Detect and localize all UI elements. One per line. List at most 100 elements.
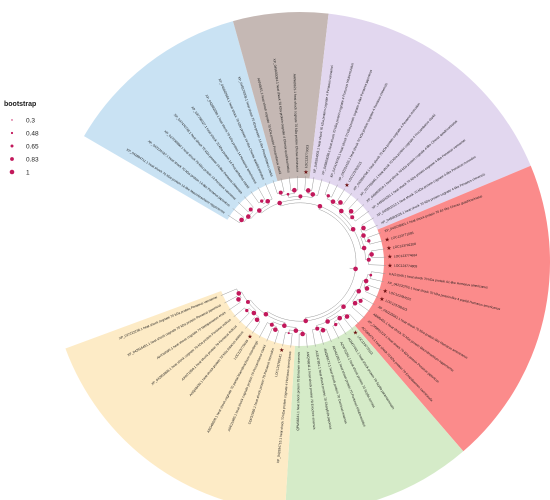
legend-dot bbox=[9, 169, 15, 175]
clade-sector-green bbox=[285, 325, 464, 500]
branch-line bbox=[349, 314, 360, 325]
bootstrap-node bbox=[325, 319, 330, 324]
legend-title: bootstrap bbox=[4, 101, 36, 108]
bootstrap-node bbox=[277, 200, 282, 206]
legend-item-label: 0.83 bbox=[26, 157, 39, 164]
bootstrap-node bbox=[350, 226, 356, 232]
bootstrap-node bbox=[337, 315, 343, 321]
tip: ★ LOC123784522 bbox=[382, 288, 411, 302]
branch-line bbox=[353, 204, 365, 215]
bootstrap-node bbox=[269, 322, 274, 327]
branch-line bbox=[272, 180, 278, 194]
branch-line bbox=[311, 177, 315, 191]
branch-line bbox=[332, 326, 340, 339]
tip-label: ANQ46811.1 heat shock protein 70 Erioche… bbox=[306, 351, 317, 429]
legend-item: 0.65 bbox=[10, 144, 39, 151]
branch-line bbox=[288, 176, 292, 191]
branch-line bbox=[233, 307, 245, 317]
tip-label: LOC123770003 bbox=[304, 145, 310, 169]
bootstrap-node bbox=[330, 199, 336, 204]
tip-label: LOC123788181 bbox=[274, 353, 283, 377]
branch-line bbox=[227, 214, 240, 223]
bootstrap-node bbox=[310, 192, 316, 197]
branch-line bbox=[362, 297, 375, 306]
bootstrap-node bbox=[369, 252, 374, 257]
branch-line bbox=[274, 330, 279, 345]
bootstrap-node bbox=[361, 245, 367, 251]
star-icon: ★ bbox=[384, 237, 389, 244]
bootstrap-node bbox=[303, 318, 309, 324]
bootstrap-legend: bootstrap 0.3 0.48 0.65 0.83 1 bbox=[4, 101, 39, 177]
branch-line bbox=[319, 331, 324, 345]
branch-line bbox=[368, 284, 382, 290]
tip: ★LOC123770003 bbox=[303, 145, 309, 176]
branch-line bbox=[244, 196, 254, 208]
branch-line bbox=[368, 264, 386, 266]
branch-line bbox=[355, 210, 370, 222]
legend-dot bbox=[10, 157, 14, 161]
bootstrap-node bbox=[361, 233, 366, 238]
star-icon: ★ bbox=[344, 182, 349, 189]
branch-line bbox=[312, 329, 316, 347]
bootstrap-node bbox=[287, 332, 290, 335]
branch-line bbox=[250, 191, 260, 204]
tip-label: LOC123792208 bbox=[393, 242, 417, 250]
branch-line bbox=[370, 278, 384, 283]
legend-item: 0.3 bbox=[11, 118, 35, 125]
bootstrap-node bbox=[278, 190, 283, 195]
branch-line bbox=[290, 333, 293, 348]
branch-line bbox=[348, 198, 359, 210]
star-icon: ★ bbox=[279, 347, 284, 354]
clade-sector-taupe bbox=[232, 12, 329, 182]
legend-dot bbox=[10, 144, 14, 148]
bootstrap-node bbox=[315, 326, 320, 331]
tip: AAW69621.1 heat shock cognate 70 kDa pro… bbox=[292, 74, 299, 173]
bootstrap-node bbox=[341, 304, 346, 310]
legend-item-label: 0.65 bbox=[26, 144, 39, 151]
legend-item-label: 0.48 bbox=[26, 131, 39, 138]
bootstrap-node bbox=[367, 239, 371, 243]
star-icon: ★ bbox=[379, 296, 384, 303]
branch-arc bbox=[326, 289, 357, 319]
clade-sector-blue bbox=[84, 21, 278, 220]
tip-label: LOC123784522 bbox=[388, 290, 411, 301]
legend-item: 1 bbox=[9, 169, 30, 177]
tip-label: LOC123774694 bbox=[394, 253, 418, 258]
branch-line bbox=[343, 193, 352, 205]
legend-item: 0.48 bbox=[10, 131, 39, 138]
branch-line bbox=[344, 318, 354, 330]
branch-line bbox=[351, 306, 366, 319]
branch-line bbox=[358, 303, 371, 313]
legend-item-label: 0.3 bbox=[26, 118, 35, 125]
bootstrap-node bbox=[248, 207, 253, 212]
clade-sector-lavender bbox=[309, 13, 531, 230]
bootstrap-node bbox=[263, 311, 269, 317]
branch-line bbox=[224, 296, 237, 304]
tip: ★ LOC123771095 bbox=[384, 231, 414, 244]
branch-line bbox=[258, 322, 268, 338]
branch-line bbox=[317, 178, 323, 196]
bootstrap-node bbox=[298, 194, 303, 199]
branch-line bbox=[282, 332, 286, 347]
bootstrap-node bbox=[246, 214, 251, 219]
bootstrap-node bbox=[245, 299, 250, 304]
bootstrap-node bbox=[286, 192, 290, 196]
bootstrap-node bbox=[363, 278, 369, 284]
tip-label: AAW69621.1 heat shock cognate 70 kDa pro… bbox=[292, 74, 299, 173]
bootstrap-node bbox=[293, 328, 299, 333]
star-icon: ★ bbox=[353, 330, 358, 337]
bootstrap-node bbox=[366, 257, 371, 262]
clade-background-sectors bbox=[65, 12, 550, 500]
branch-line bbox=[305, 333, 308, 348]
branch-line bbox=[251, 321, 261, 334]
bootstrap-node bbox=[369, 273, 373, 277]
branch-line bbox=[324, 181, 331, 195]
branch-line bbox=[371, 256, 386, 259]
branch-line bbox=[266, 328, 273, 342]
bootstrap-node bbox=[320, 327, 326, 333]
branch-line bbox=[232, 208, 244, 218]
branch-line bbox=[245, 317, 255, 329]
star-icon: ★ bbox=[387, 254, 392, 261]
bootstrap-node bbox=[265, 198, 271, 204]
